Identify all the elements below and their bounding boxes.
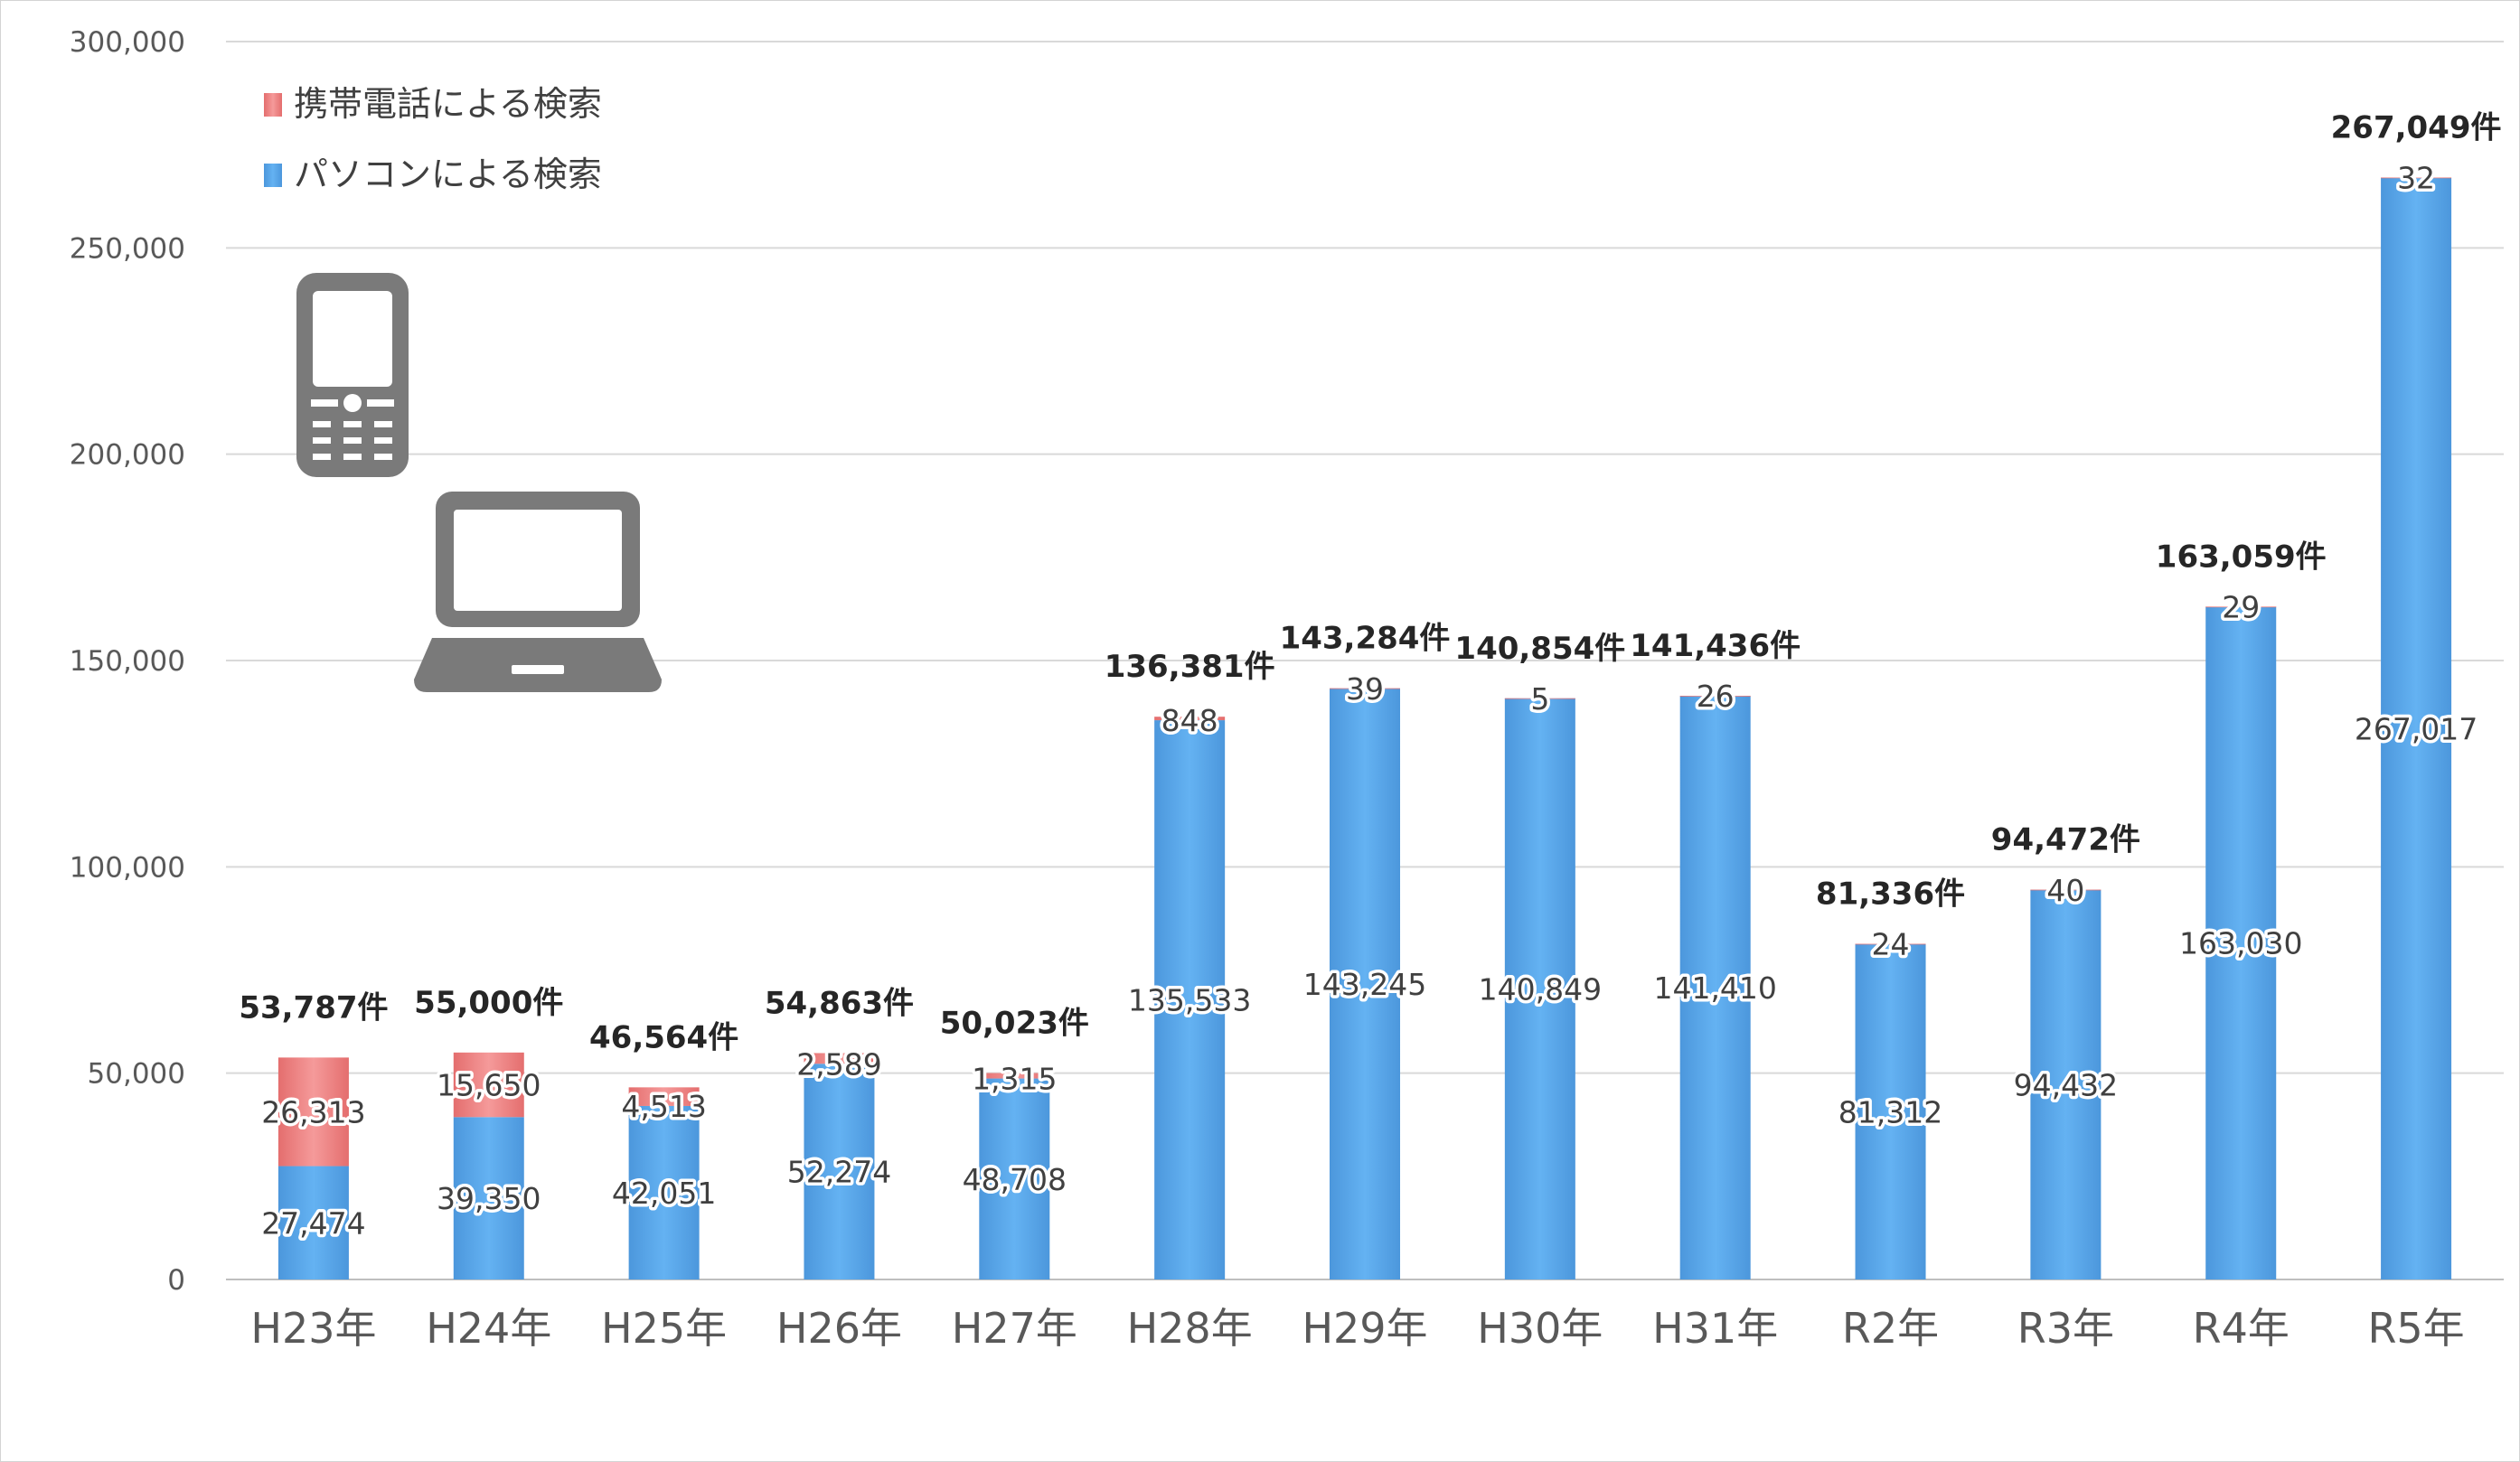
data-label-total: 46,564件 [589,1019,738,1055]
bar-segment-mobile [628,1087,700,1106]
x-tick-label: H23年 [250,1304,376,1353]
data-label-pc: 94,432 [2014,1067,2118,1102]
x-axis: H23年 H24年 H25年 H26年 H27年 H28年 H29年 H30年 H31年 R2年 R… [250,1304,2464,1353]
y-tick-label: 250,000 [70,232,185,265]
data-label-pc: 81,312 [1838,1094,1942,1129]
data-label-total: 143,284件 [1280,621,1451,657]
legend: 携帯電話による検索 パソコンによる検索 [264,84,602,194]
data-label-pc: 39,350 [437,1181,541,1216]
y-tick-label: 200,000 [70,439,185,472]
bar-segment-mobile [1855,943,1926,945]
x-tick-label: H31年 [1652,1304,1778,1353]
legend-swatch-mobile [264,93,282,117]
data-label-pc: 267,017 [2355,711,2478,746]
bar-segment-mobile [1679,696,1751,697]
data-label-total: 140,854件 [1454,631,1625,667]
x-tick-label: H30年 [1477,1304,1603,1353]
data-label-mobile: 32 [2397,161,2435,196]
bar-segment-pc [2381,177,2452,1280]
data-label-mobile: 24 [1872,927,1910,962]
data-label-mobile: 40 [2046,873,2084,908]
data-label-pc: 27,474 [261,1205,365,1241]
data-label-pc: 141,410 [1653,970,1776,1006]
bar-segment-mobile [277,1057,349,1167]
x-tick-label: H25年 [601,1304,727,1353]
data-label-pc: 52,274 [787,1155,891,1190]
data-label-total: 141,436件 [1630,628,1801,664]
bar-segment-mobile [804,1053,875,1064]
bar-segment-pc [1154,720,1226,1279]
bar-segment-mobile [2205,606,2277,608]
data-label-pc: 143,245 [1303,967,1426,1002]
bar-segment-pc [2205,606,2277,1279]
bar-segment-pc [628,1105,700,1279]
y-tick-label: 150,000 [70,645,185,678]
legend-label-pc: パソコンによる検索 [294,155,602,194]
bar-segment-mobile [1504,698,1575,699]
x-tick-label: H24年 [426,1304,551,1353]
data-label-total: 53,787件 [239,989,388,1026]
data-label-mobile: 15,650 [437,1068,541,1103]
gridlines [226,41,2504,1280]
data-label-mobile: 39 [1346,671,1384,707]
bar-segment-pc [1855,943,1926,1279]
bar-segment-pc [1504,698,1575,1279]
x-tick-label: R2年 [1842,1304,1939,1353]
data-label-pc: 140,849 [1479,971,1602,1007]
data-label-mobile: 5 [1530,681,1549,717]
data-label-mobile: 1,315 [972,1062,1057,1097]
legend-swatch-pc [264,164,282,187]
y-tick-label: 300,000 [70,26,185,59]
bar-segment-pc [804,1064,875,1279]
bar-segment-pc [1330,688,1400,1279]
data-label-mobile: 29 [2222,589,2260,624]
data-label-pc: 163,030 [2179,926,2302,961]
data-label-total: 267,049件 [2331,109,2502,145]
data-label-total: 81,336件 [1816,876,1965,913]
data-label-total: 136,381件 [1105,649,1275,685]
x-tick-label: R3年 [2017,1304,2114,1353]
data-label-mobile: 26 [1697,679,1735,714]
data-label-total: 163,059件 [2156,539,2327,575]
y-axis: 0 50,000 100,000 150,000 200,000 250,000 300,0… [70,26,185,1297]
y-tick-label: 50,000 [88,1058,185,1091]
data-label-mobile: 2,589 [796,1046,881,1082]
data-label-mobile: 848 [1161,703,1218,738]
bar-segment-pc [277,1166,349,1279]
bar-segment-mobile [979,1073,1050,1079]
data-label-total: 94,472件 [1991,822,2140,858]
data-label-mobile: 4,513 [621,1089,706,1124]
bar-segment-mobile [1154,717,1226,721]
y-tick-label: 0 [167,1264,185,1297]
data-label-total: 55,000件 [414,985,563,1021]
mobile-phone-icon [296,273,409,477]
bar-segment-mobile [2030,889,2102,891]
bar-segment-pc [979,1078,1050,1279]
x-tick-label: R4年 [2193,1304,2290,1353]
bar-segment-mobile [453,1052,524,1118]
data-label-total: 54,863件 [765,985,914,1021]
x-tick-label: H28年 [1127,1304,1253,1353]
bar-segment-pc [453,1117,524,1279]
bars: 27,474 26,313 53,787件 39,350 15,650 55,000件 42… [239,109,2502,1280]
data-label-pc: 135,533 [1128,983,1251,1018]
legend-label-mobile: 携帯電話による検索 [294,84,602,124]
bar-segment-pc [1679,696,1751,1279]
x-tick-label: H27年 [952,1304,1077,1353]
data-label-pc: 42,051 [612,1176,716,1211]
bar-segment-pc [2030,889,2102,1279]
bar-segment-mobile [2381,177,2452,179]
data-label-mobile: 26,313 [261,1094,365,1129]
y-tick-label: 100,000 [70,851,185,884]
x-tick-label: H26年 [776,1304,902,1353]
data-label-pc: 48,708 [963,1162,1067,1197]
laptop-icon [414,492,662,692]
data-label-total: 50,023件 [940,1006,1089,1042]
x-tick-label: R5年 [2367,1304,2464,1353]
x-tick-label: H29年 [1302,1304,1427,1353]
